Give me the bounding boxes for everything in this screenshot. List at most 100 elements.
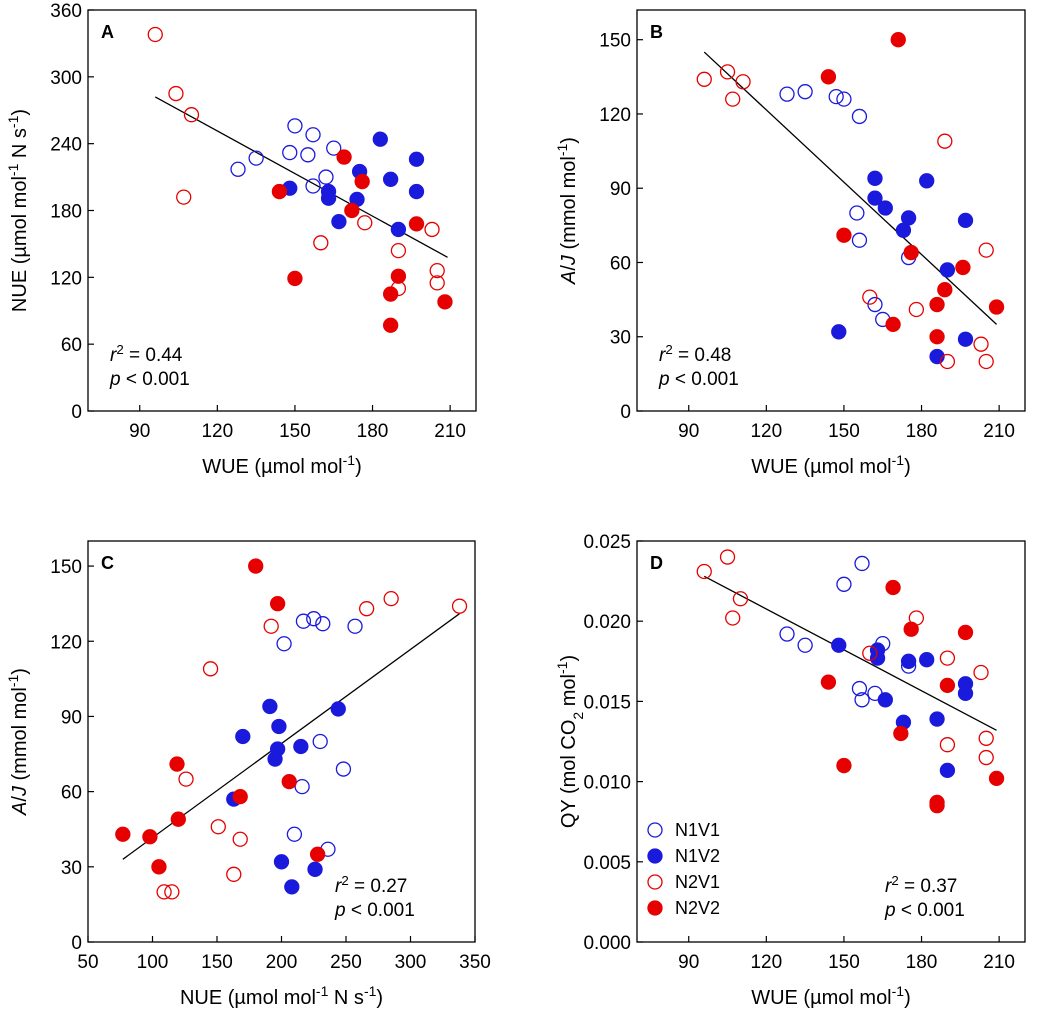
point-n1v1 xyxy=(306,611,322,627)
point-n1v1 xyxy=(305,127,321,143)
point-n2v1 xyxy=(183,107,200,123)
x-tick-label: 150 xyxy=(828,421,860,442)
x-tick-label: 90 xyxy=(678,952,699,973)
point-n2v2 xyxy=(988,770,1005,787)
x-axis-label: NUE (µmol mol-1 N s-1) xyxy=(180,983,383,1009)
point-n2v2 xyxy=(336,149,352,165)
point-n2v1 xyxy=(429,262,445,279)
y-axis-label: NUE (µmol mol-1 N s-1) xyxy=(5,109,31,312)
point-n1v2 xyxy=(939,762,956,779)
point-n2v1 xyxy=(939,353,956,370)
point-n2v1 xyxy=(937,133,953,149)
point-n1v2 xyxy=(929,711,945,727)
point-n1v2 xyxy=(957,212,974,229)
point-n1v1 xyxy=(286,826,303,842)
panel-c: 50 100 150 200 250 300 350 0 30 60 90 120 150 C NUE (µ… xyxy=(5,540,491,1009)
point-n2v2 xyxy=(354,173,370,190)
point-n2v2 xyxy=(885,579,901,596)
point-n2v1 xyxy=(973,336,989,352)
point-n1v2 xyxy=(957,685,974,702)
y-axis-label: A/J (mmol mol-1) xyxy=(554,137,580,285)
panel-letter: C xyxy=(101,553,114,573)
x-tick-label: 100 xyxy=(137,952,169,973)
point-n1v1 xyxy=(287,118,303,134)
point-n2v2 xyxy=(115,826,131,842)
point-n2v2 xyxy=(820,69,837,85)
point-n2v2 xyxy=(903,621,919,637)
point-n1v1 xyxy=(315,616,331,632)
y-tick-label: 0.000 xyxy=(583,933,631,954)
point-n1v1 xyxy=(836,91,852,107)
point-n2v1 xyxy=(232,831,248,847)
point-n2v2 xyxy=(248,558,264,574)
panel-b: 90 120 150 180 210 0 30 60 90 120 150 B WUE (µmol mo… xyxy=(554,9,1026,478)
point-n2v1 xyxy=(358,601,375,617)
panel-a: 90 120 150 180 210 0 60 120 180 240 300 360 A WUE (µm… xyxy=(5,1,477,478)
y-tick-label: 90 xyxy=(61,707,82,728)
panel-letter: D xyxy=(650,553,663,573)
point-n2v1 xyxy=(696,71,712,87)
point-n2v2 xyxy=(885,316,901,333)
point-n2v1 xyxy=(719,64,736,80)
legend-marker-n1v2 xyxy=(647,848,663,864)
point-n1v1 xyxy=(851,680,868,697)
point-n2v2 xyxy=(408,216,425,232)
point-n2v1 xyxy=(939,650,956,666)
point-n1v1 xyxy=(282,144,298,161)
y-tick-label: 150 xyxy=(50,557,82,578)
y-tick-label: 150 xyxy=(599,31,631,52)
point-n2v1 xyxy=(156,884,172,900)
point-n2v1 xyxy=(383,590,399,607)
point-n2v2 xyxy=(269,596,286,612)
point-n2v1 xyxy=(978,730,994,746)
point-n1v2 xyxy=(320,190,337,206)
point-n2v2 xyxy=(390,268,407,284)
legend-marker-n2v1 xyxy=(647,874,663,890)
regression-line xyxy=(703,51,997,325)
x-tick-label: 210 xyxy=(434,421,466,442)
x-tick-label: 120 xyxy=(750,952,782,973)
point-n1v1 xyxy=(828,88,844,105)
legend-label-n2v2: N2V2 xyxy=(675,898,720,918)
y-tick-label: 120 xyxy=(50,268,82,289)
point-n1v1 xyxy=(230,161,246,177)
point-n1v2 xyxy=(957,331,974,347)
point-n1v2 xyxy=(919,652,935,668)
point-n1v1 xyxy=(851,232,868,248)
point-n1v2 xyxy=(831,324,847,340)
point-n2v1 xyxy=(725,610,741,626)
point-n2v1 xyxy=(732,591,749,607)
point-n1v1 xyxy=(300,147,316,163)
x-tick-label: 210 xyxy=(983,421,1015,442)
point-n1v1 xyxy=(849,205,865,221)
x-tick-label: 90 xyxy=(678,421,699,442)
point-n2v2 xyxy=(271,183,288,200)
regression-line xyxy=(703,575,997,731)
p-value-label: p < 0.001 xyxy=(884,900,965,921)
point-n1v2 xyxy=(877,200,893,216)
y-axis-label: QY (mol CO2 mol-1) xyxy=(554,655,586,828)
y-tick-label: 360 xyxy=(50,1,82,22)
p-value-label: p < 0.001 xyxy=(334,900,415,921)
y-tick-label: 0 xyxy=(71,402,82,423)
legend-label-n1v2: N1V2 xyxy=(675,846,720,866)
legend-marker-n1v1 xyxy=(647,822,663,838)
point-n2v2 xyxy=(437,294,453,310)
point-n1v1 xyxy=(326,140,342,156)
point-n1v1 xyxy=(797,84,813,100)
y-tick-label: 30 xyxy=(61,858,82,879)
plot-frame xyxy=(636,540,1026,943)
point-n2v1 xyxy=(725,91,741,107)
point-n2v1 xyxy=(451,598,468,614)
point-n2v2 xyxy=(893,725,909,742)
point-n1v2 xyxy=(235,728,251,745)
y-tick-label: 0.025 xyxy=(583,532,631,553)
p-value-label: p < 0.001 xyxy=(109,369,190,390)
panel-letter: A xyxy=(101,22,114,42)
y-tick-label: 60 xyxy=(610,253,631,274)
y-tick-label: 60 xyxy=(61,335,82,356)
point-n1v2 xyxy=(372,131,388,147)
point-n2v1 xyxy=(178,771,194,787)
legend-label-n2v1: N2V1 xyxy=(675,872,720,892)
